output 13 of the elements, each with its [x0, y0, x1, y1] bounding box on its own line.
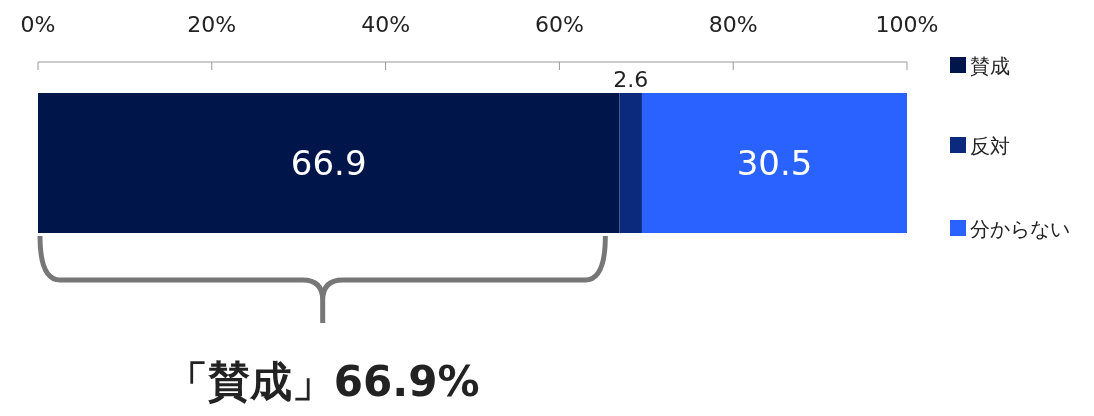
data-label: 2.6 — [613, 67, 649, 92]
data-label: 66.9 — [290, 143, 367, 184]
x-tick-label: 80% — [708, 12, 758, 37]
data-label: 30.5 — [736, 143, 813, 184]
legend-label: 反対 — [970, 134, 1010, 158]
x-tick-label: 0% — [20, 12, 56, 37]
x-tick-label: 60% — [534, 12, 584, 37]
legend-label: 分からない — [970, 217, 1070, 241]
text: 「賛成」66.9% — [165, 357, 480, 406]
x-tick-label: 20% — [187, 12, 237, 37]
legend-label: 賛成 — [970, 54, 1010, 78]
x-tick-label: 100% — [875, 12, 939, 37]
x-tick-label: 40% — [361, 12, 411, 37]
